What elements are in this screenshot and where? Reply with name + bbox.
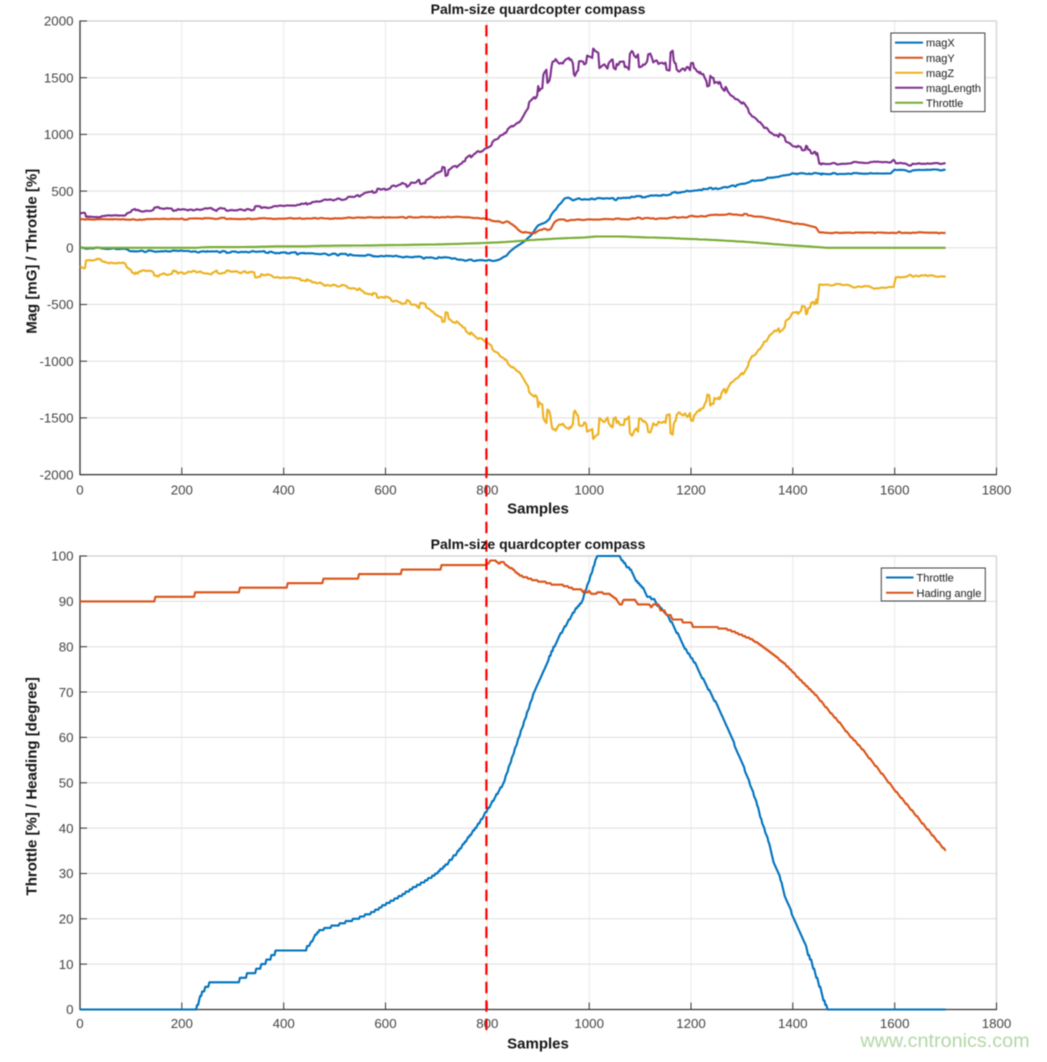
svg-text:0: 0 bbox=[76, 1016, 83, 1031]
svg-text:100: 100 bbox=[51, 549, 73, 564]
svg-text:80: 80 bbox=[59, 639, 74, 654]
svg-text:Samples: Samples bbox=[507, 501, 569, 518]
svg-text:magX: magX bbox=[926, 38, 955, 50]
svg-text:1400: 1400 bbox=[778, 483, 808, 498]
svg-text:magZ: magZ bbox=[926, 68, 954, 80]
svg-text:200: 200 bbox=[171, 1016, 193, 1031]
svg-text:1000: 1000 bbox=[44, 127, 74, 142]
svg-text:20: 20 bbox=[59, 912, 74, 927]
svg-text:30: 30 bbox=[59, 866, 74, 881]
svg-text:1600: 1600 bbox=[880, 483, 910, 498]
svg-text:1200: 1200 bbox=[676, 1016, 706, 1031]
svg-text:Throttle: Throttle bbox=[926, 98, 963, 110]
svg-text:90: 90 bbox=[59, 594, 74, 609]
svg-text:magY: magY bbox=[926, 53, 955, 65]
svg-text:0: 0 bbox=[66, 241, 73, 256]
svg-text:2000: 2000 bbox=[44, 14, 74, 29]
svg-text:Samples: Samples bbox=[507, 1036, 569, 1053]
svg-text:-1500: -1500 bbox=[39, 411, 73, 426]
svg-text:70: 70 bbox=[59, 685, 74, 700]
svg-text:1800: 1800 bbox=[982, 483, 1012, 498]
svg-text:600: 600 bbox=[374, 483, 396, 498]
svg-text:1200: 1200 bbox=[676, 483, 706, 498]
svg-text:0: 0 bbox=[76, 483, 83, 498]
svg-text:magLength: magLength bbox=[926, 83, 981, 95]
svg-text:1000: 1000 bbox=[574, 483, 604, 498]
svg-text:Mag [mG] / Throttle [%]: Mag [mG] / Throttle [%] bbox=[24, 169, 41, 334]
svg-text:50: 50 bbox=[59, 776, 74, 791]
svg-text:-2000: -2000 bbox=[39, 467, 73, 482]
svg-text:1000: 1000 bbox=[574, 1016, 604, 1031]
svg-text:Palm-size quardcopter compass: Palm-size quardcopter compass bbox=[431, 536, 646, 552]
svg-text:60: 60 bbox=[59, 730, 74, 745]
svg-text:400: 400 bbox=[273, 483, 295, 498]
svg-text:-500: -500 bbox=[47, 297, 74, 312]
svg-text:Throttle [%] / Heading [degree: Throttle [%] / Heading [degree] bbox=[24, 677, 41, 895]
svg-text:400: 400 bbox=[273, 1016, 295, 1031]
svg-text:1800: 1800 bbox=[982, 1016, 1012, 1031]
svg-text:1400: 1400 bbox=[778, 1016, 808, 1031]
svg-text:Throttle: Throttle bbox=[917, 573, 954, 585]
svg-text:Palm-size quardcopter compass: Palm-size quardcopter compass bbox=[431, 1, 646, 17]
svg-text:1500: 1500 bbox=[44, 70, 74, 85]
svg-text:Hading angle: Hading angle bbox=[917, 588, 982, 600]
svg-text:-1000: -1000 bbox=[39, 354, 73, 369]
svg-text:www.cntronics.com: www.cntronics.com bbox=[859, 1030, 1029, 1052]
svg-text:600: 600 bbox=[374, 1016, 396, 1031]
svg-text:40: 40 bbox=[59, 821, 74, 836]
svg-text:1600: 1600 bbox=[880, 1016, 910, 1031]
svg-text:200: 200 bbox=[171, 483, 193, 498]
svg-text:0: 0 bbox=[66, 1002, 73, 1017]
svg-text:800: 800 bbox=[476, 1016, 498, 1031]
svg-text:800: 800 bbox=[476, 483, 498, 498]
svg-text:500: 500 bbox=[51, 184, 73, 199]
svg-text:10: 10 bbox=[59, 957, 74, 972]
